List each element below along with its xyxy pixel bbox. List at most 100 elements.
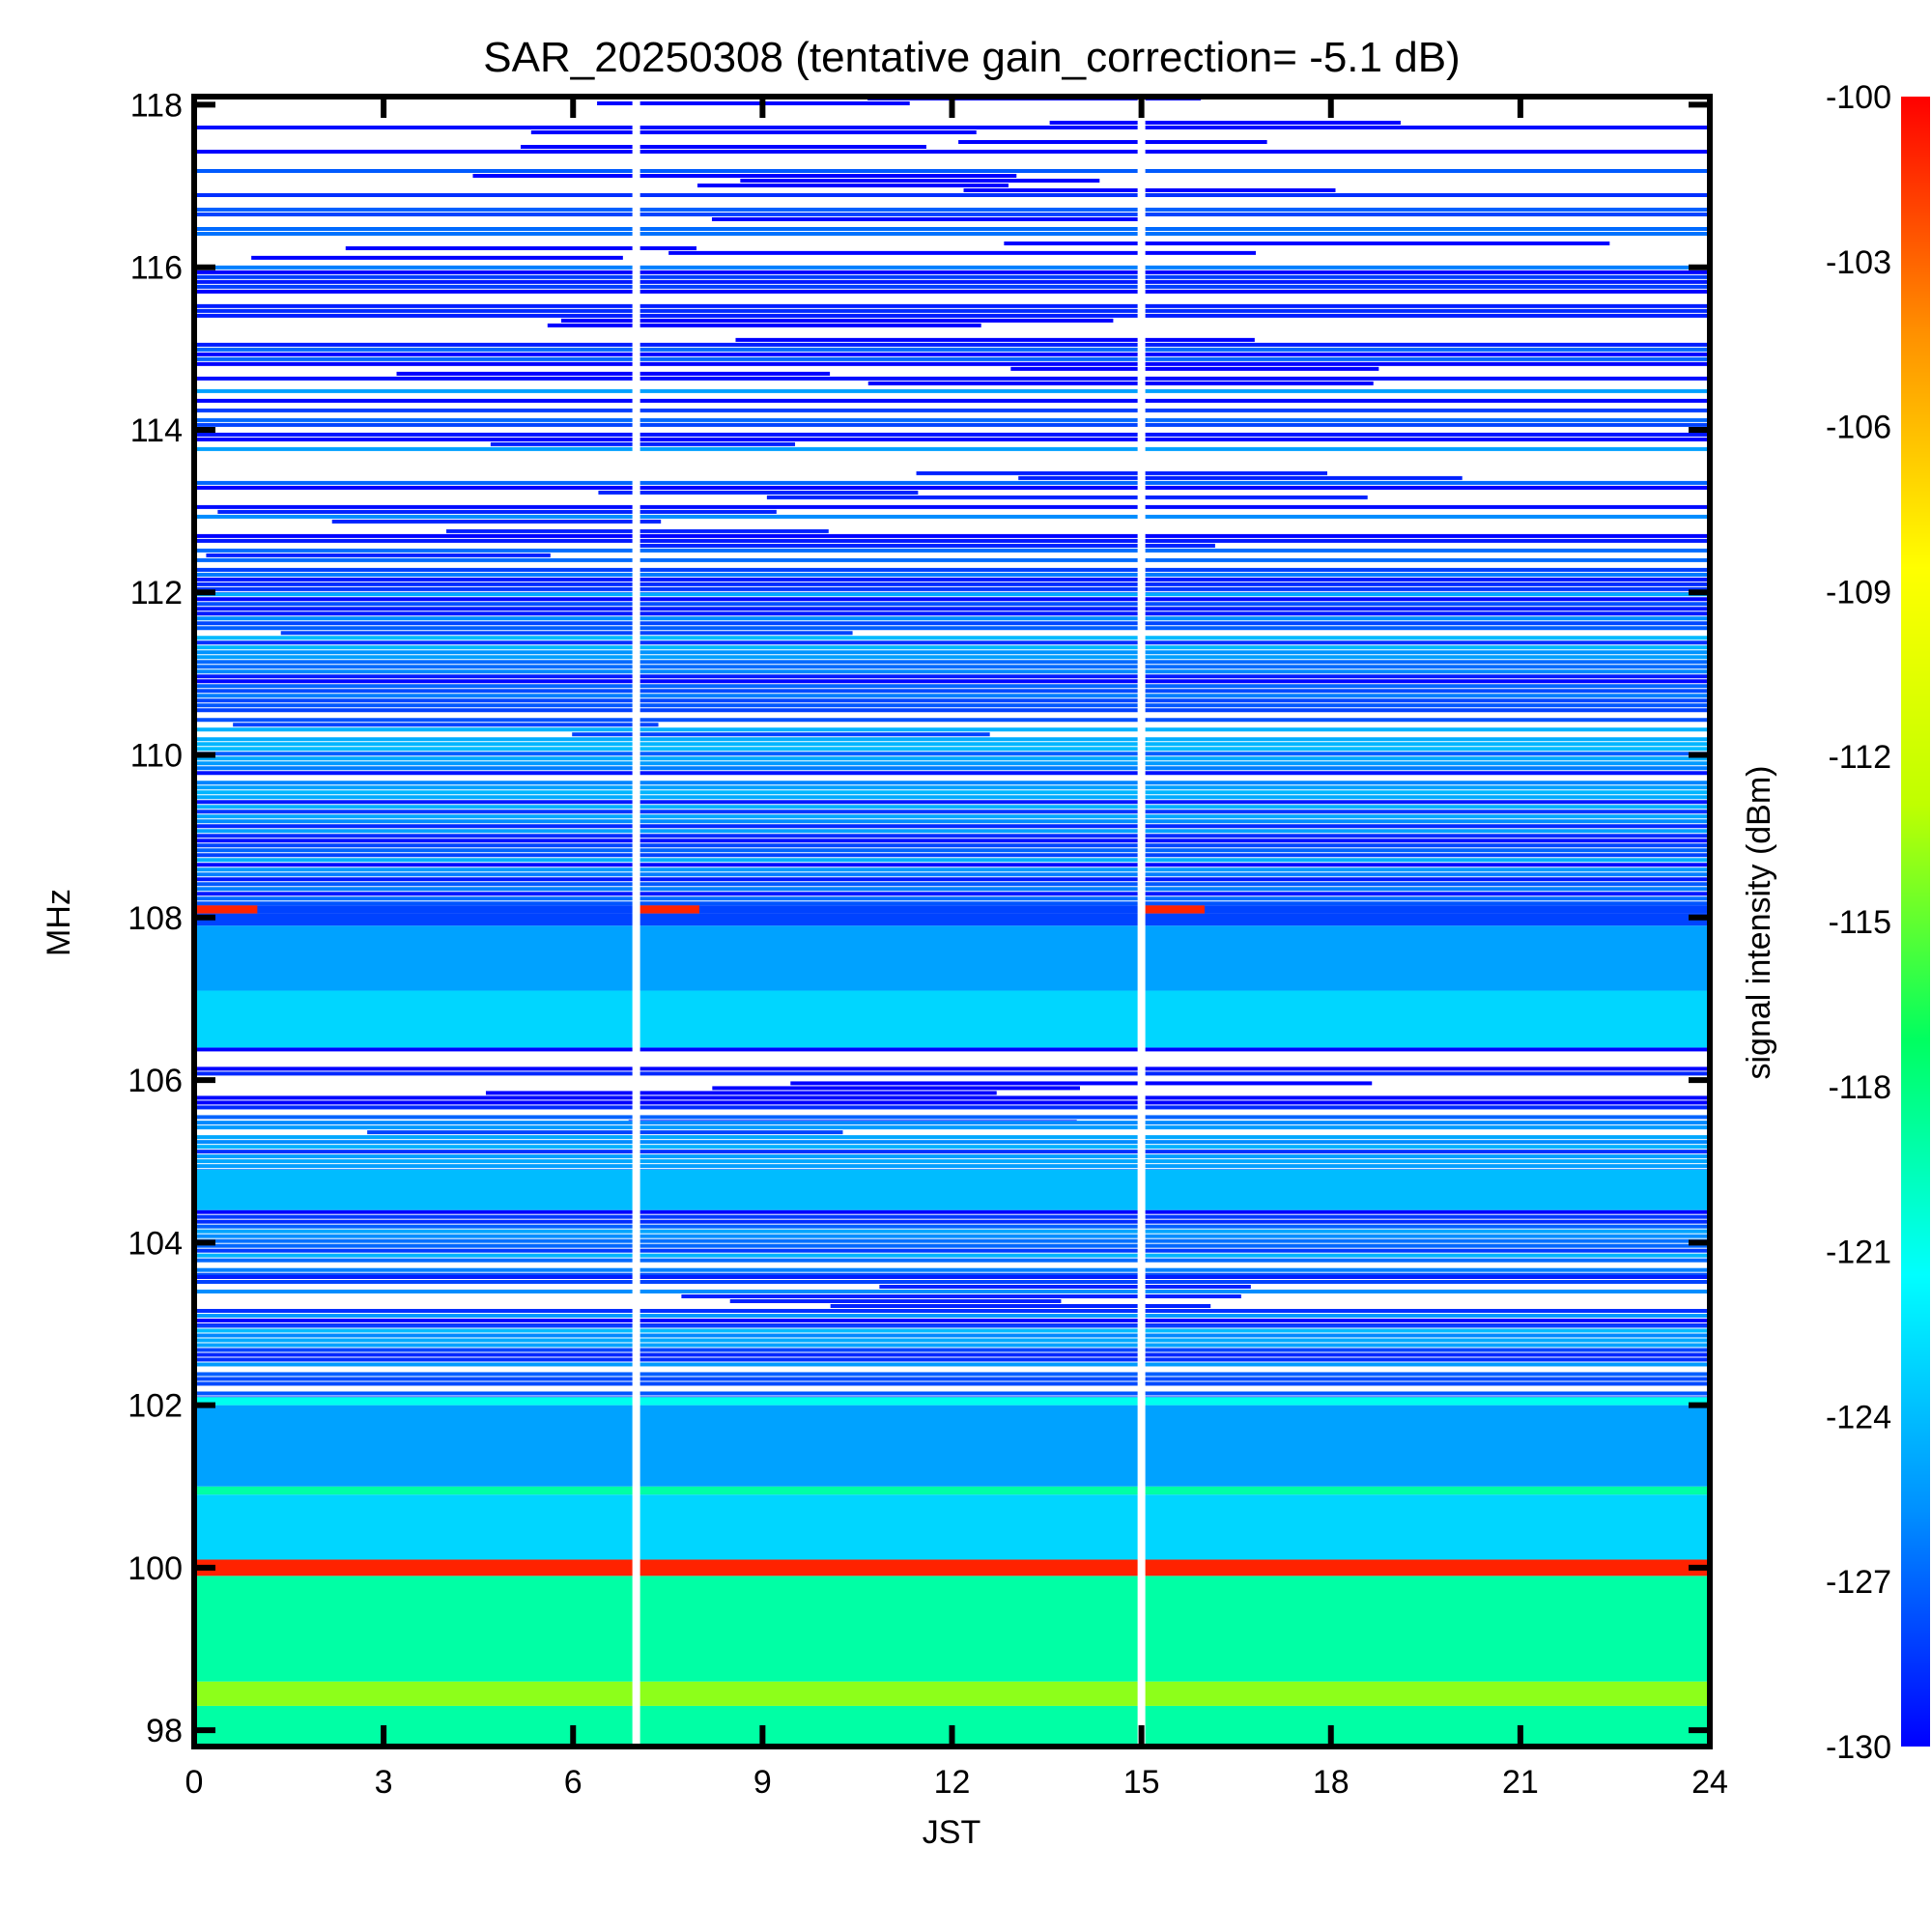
frequency-band-row	[194, 356, 1710, 361]
frequency-band-row	[194, 1253, 1710, 1258]
frequency-band-row	[194, 193, 1710, 197]
frequency-band-row	[194, 1275, 1710, 1279]
frequency-band-row	[1049, 121, 1401, 125]
frequency-band-row	[194, 737, 1710, 742]
frequency-band-row	[194, 1100, 1710, 1105]
frequency-band-row	[194, 684, 1710, 689]
colorbar-tick-label: -106	[1826, 410, 1891, 446]
y-axis-ticks: 98 100 102 104 106 108 110 112 114 116 118	[128, 87, 1710, 1749]
frequency-band-row	[194, 538, 1710, 543]
frequency-band-row	[735, 337, 1255, 342]
frequency-band-row	[194, 388, 1710, 393]
frequency-band-row	[194, 1209, 1710, 1214]
frequency-band-row	[194, 887, 1710, 892]
frequency-band	[194, 913, 1710, 926]
frequency-band-row	[194, 1121, 1710, 1125]
frequency-band-row	[712, 1086, 1080, 1091]
frequency-band-row	[194, 814, 1710, 819]
frequency-band-row	[194, 232, 1710, 236]
frequency-band-row	[530, 130, 977, 134]
frequency-band-row	[194, 303, 1710, 308]
frequency-band-row	[194, 1243, 1710, 1248]
frequency-band	[194, 1169, 1710, 1210]
y-tick-label: 108	[128, 900, 183, 937]
frequency-band-row	[194, 790, 1710, 795]
frequency-band-row	[194, 1338, 1710, 1343]
x-tick-label: 21	[1502, 1764, 1539, 1801]
frequency-band-row	[194, 446, 1710, 451]
frequency-band-row	[194, 557, 1710, 562]
frequency-band-row	[194, 1272, 1710, 1275]
frequency-band-row	[194, 834, 1710, 838]
frequency-band-row	[194, 150, 1710, 154]
frequency-band-row	[194, 877, 1710, 882]
frequency-band-row	[194, 756, 1710, 761]
frequency-band-row	[194, 169, 1710, 173]
frequency-band-row	[194, 867, 1710, 872]
frequency-band	[194, 1567, 1710, 1574]
frequency-band-row	[194, 1267, 1710, 1272]
frequency-band-row	[194, 1238, 1710, 1243]
chart-title: SAR_20250308 (tentative gain_correction=…	[483, 34, 1460, 81]
frequency-band-row	[194, 597, 1710, 602]
frequency-band-row	[194, 621, 1710, 626]
frequency-band-row	[194, 1047, 1710, 1052]
frequency-band-row	[396, 371, 831, 376]
frequency-band-row	[194, 694, 1710, 698]
frequency-band-row	[1004, 242, 1610, 245]
frequency-band-row	[194, 626, 1710, 631]
frequency-band-row	[194, 679, 1710, 684]
frequency-band-row	[194, 1343, 1710, 1348]
frequency-band-row	[194, 650, 1710, 655]
frequency-band-row	[194, 766, 1710, 771]
x-tick-label: 15	[1123, 1764, 1160, 1801]
colorbar-tick-label: -127	[1826, 1564, 1891, 1601]
frequency-band-row	[194, 347, 1710, 352]
x-tick-label: 24	[1691, 1764, 1728, 1801]
frequency-band-row	[194, 655, 1710, 660]
frequency-band-row	[194, 810, 1710, 814]
frequency-band-row	[490, 441, 796, 446]
frequency-band-row	[194, 1258, 1710, 1263]
frequency-band-row	[194, 843, 1710, 848]
frequency-band-row	[194, 1159, 1710, 1164]
frequency-band	[194, 990, 1710, 1048]
frequency-band-row	[194, 1372, 1710, 1377]
frequency-band-row	[194, 284, 1710, 289]
x-tick-label: 18	[1313, 1764, 1350, 1801]
frequency-band-row	[916, 470, 1328, 475]
frequency-band-row	[628, 1120, 1077, 1122]
frequency-band	[194, 905, 1710, 914]
frequency-band-row	[194, 640, 1710, 645]
data-gap-column	[632, 97, 640, 1747]
frequency-band-row	[194, 718, 1710, 723]
frequency-band-row	[963, 188, 1336, 192]
frequency-band-row	[194, 611, 1710, 616]
colorbar-tick-label: -124	[1826, 1399, 1891, 1435]
frequency-band-row	[194, 1348, 1710, 1352]
frequency-band-row	[194, 1095, 1710, 1100]
frequency-band-row	[194, 126, 1710, 129]
frequency-band-row	[194, 1333, 1710, 1338]
frequency-band-row	[194, 636, 1710, 640]
frequency-band-row	[194, 208, 1710, 212]
colorbar-tick-label: -112	[1828, 739, 1891, 776]
frequency-band-row	[194, 279, 1710, 284]
y-tick-label: 100	[128, 1550, 183, 1587]
x-tick-label: 6	[564, 1764, 582, 1801]
frequency-band-row	[251, 255, 623, 260]
frequency-band-row	[217, 509, 777, 514]
frequency-band-row	[206, 553, 551, 557]
frequency-band-row	[194, 1164, 1710, 1169]
frequency-band-row	[194, 586, 1710, 591]
frequency-band-row	[194, 432, 1710, 437]
frequency-band-row	[194, 342, 1710, 347]
frequency-band-row	[194, 645, 1710, 650]
frequency-band-row	[597, 101, 910, 105]
colorbar-tick-label: -103	[1826, 244, 1891, 281]
frequency-band-row	[194, 602, 1710, 607]
frequency-band-row	[790, 1081, 1373, 1086]
frequency-band-row	[345, 246, 697, 250]
x-axis-label: JST	[923, 1814, 980, 1851]
frequency-band-row	[194, 781, 1710, 785]
